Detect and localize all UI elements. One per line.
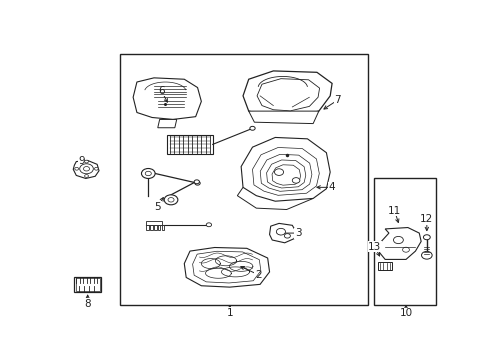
Text: 7: 7 [334,95,341,105]
Polygon shape [257,79,319,111]
Bar [377,262,391,270]
Text: 6: 6 [158,86,164,96]
Circle shape [75,167,79,170]
Polygon shape [379,228,420,260]
Circle shape [421,251,431,259]
Circle shape [402,247,408,252]
Text: 4: 4 [328,183,335,192]
Circle shape [206,223,211,227]
Bar [120,54,367,305]
Circle shape [145,171,151,176]
Bar [75,278,100,291]
Bar [161,225,164,230]
Circle shape [164,195,178,205]
Polygon shape [269,223,296,243]
Polygon shape [158,120,176,128]
Text: 8: 8 [84,299,91,309]
Text: 3: 3 [294,228,301,238]
Bar [373,177,435,305]
Circle shape [94,167,98,170]
Circle shape [80,164,93,174]
Bar [74,277,101,292]
Circle shape [168,198,174,202]
Circle shape [393,237,403,244]
Circle shape [83,167,89,171]
Text: 1: 1 [226,308,233,318]
Bar [150,225,153,230]
Text: 2: 2 [254,270,261,280]
Polygon shape [241,138,329,201]
Circle shape [274,169,283,175]
Text: 5: 5 [154,202,161,212]
Polygon shape [73,161,99,179]
Text: 13: 13 [367,242,381,252]
Circle shape [249,126,255,130]
Circle shape [194,180,199,184]
Circle shape [276,228,285,235]
Circle shape [195,181,200,185]
Bar [146,225,149,230]
Polygon shape [184,247,269,287]
Circle shape [141,168,155,179]
Text: 9: 9 [79,156,85,166]
Polygon shape [133,78,201,120]
Circle shape [84,175,88,177]
Bar [146,221,161,225]
Polygon shape [243,71,331,117]
Circle shape [292,177,299,183]
Circle shape [284,234,290,238]
Text: 12: 12 [419,214,432,224]
Bar [154,225,156,230]
Bar [158,225,160,230]
Circle shape [84,160,88,163]
Polygon shape [248,111,318,123]
Bar [167,135,212,154]
Circle shape [423,235,429,240]
Text: 11: 11 [387,206,401,216]
Text: 10: 10 [399,309,412,319]
